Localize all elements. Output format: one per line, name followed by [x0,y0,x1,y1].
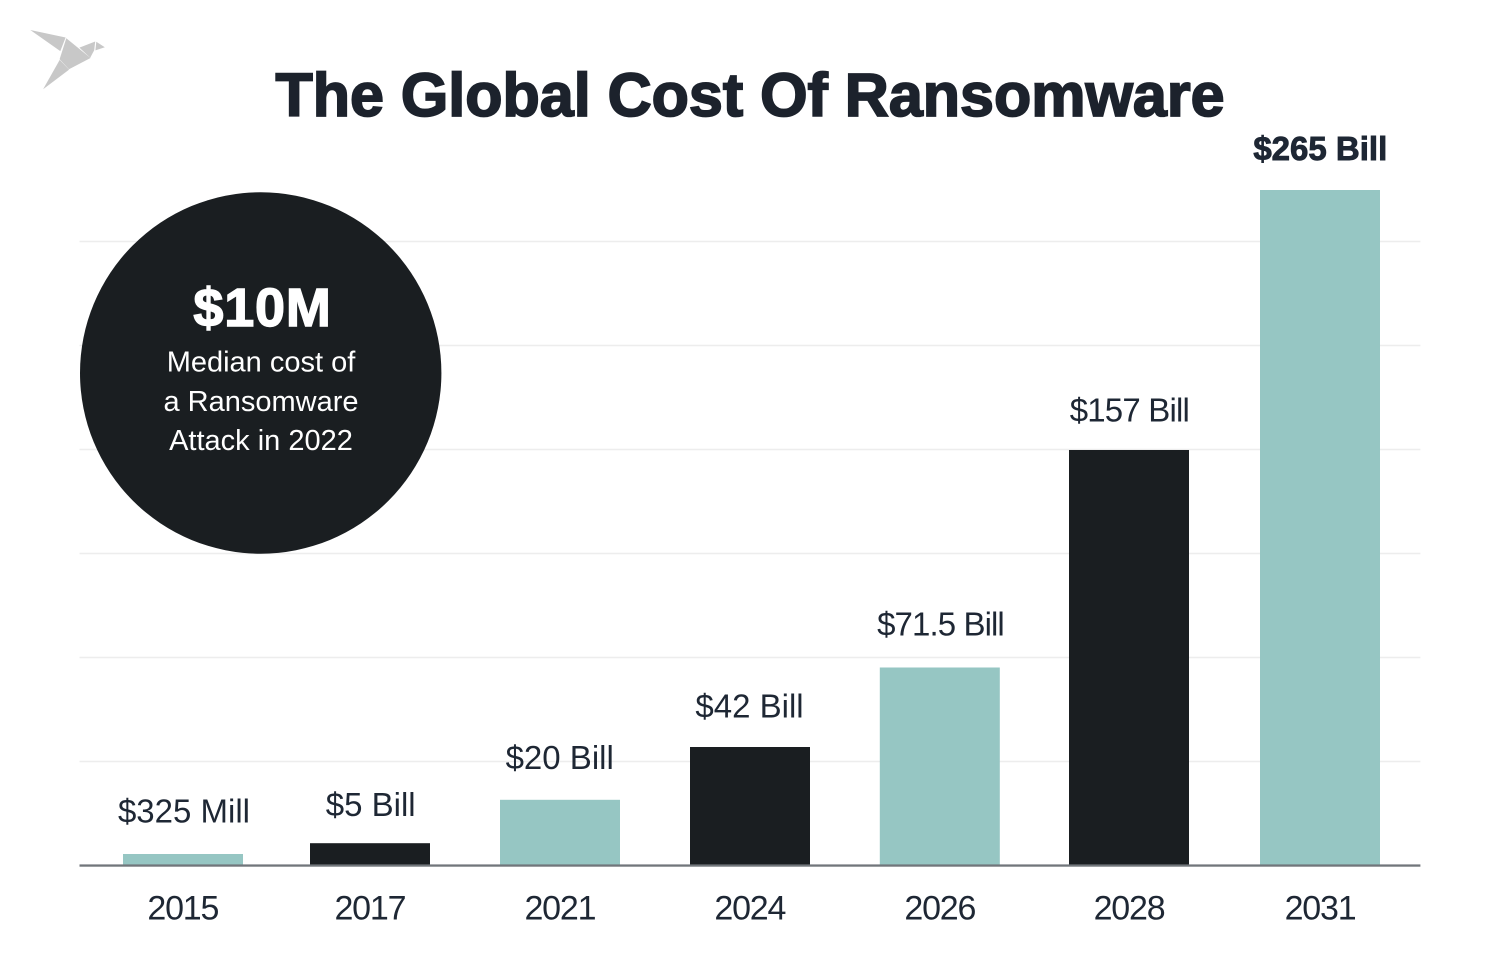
svg-text:$325 Mill: $325 Mill [118,793,250,830]
svg-text:$42 Bill: $42 Bill [695,688,803,725]
svg-text:$265 Bill: $265 Bill [1253,130,1387,167]
svg-text:$71.5 Bill: $71.5 Bill [877,606,1004,643]
svg-text:2024: 2024 [714,889,785,927]
svg-text:$5 Bill: $5 Bill [326,786,416,823]
svg-text:2015: 2015 [147,889,218,927]
svg-text:2026: 2026 [904,889,975,927]
svg-text:The Global Cost Of Ransomware: The Global Cost Of Ransomware [275,61,1224,129]
svg-text:2017: 2017 [334,889,405,927]
svg-text:$157 Bill: $157 Bill [1070,391,1189,428]
svg-text:Median cost of: Median cost of [167,346,357,378]
svg-text:a Ransomware: a Ransomware [163,386,358,418]
svg-text:2031: 2031 [1285,889,1356,927]
svg-text:2021: 2021 [524,889,595,927]
svg-text:2028: 2028 [1094,889,1165,927]
svg-text:$10M: $10M [193,278,331,338]
svg-text:Attack in 2022: Attack in 2022 [169,425,353,457]
svg-text:$20 Bill: $20 Bill [506,739,614,776]
